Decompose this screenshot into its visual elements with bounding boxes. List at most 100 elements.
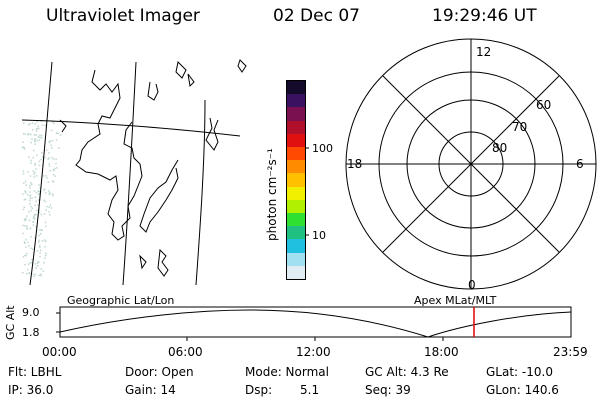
colorbar-tick-100: 100 bbox=[312, 142, 333, 155]
colorbar-segment bbox=[287, 213, 305, 227]
emission-dot bbox=[34, 263, 37, 265]
emission-dot bbox=[33, 214, 36, 216]
emission-dot bbox=[35, 214, 37, 216]
emission-dot bbox=[34, 218, 36, 220]
emission-dot bbox=[29, 122, 31, 125]
colorbar-segment bbox=[287, 199, 305, 214]
emission-dot bbox=[57, 132, 60, 135]
emission-dot bbox=[39, 229, 41, 231]
emission-dot bbox=[35, 225, 37, 228]
emission-dot bbox=[35, 192, 38, 194]
emission-dot bbox=[29, 187, 31, 189]
emission-dot bbox=[37, 190, 39, 192]
map-coastline bbox=[139, 254, 147, 270]
colorbar-segment bbox=[287, 160, 305, 174]
emission-dot bbox=[49, 214, 51, 216]
intensity-colorbar bbox=[286, 80, 306, 280]
emission-dot bbox=[46, 177, 48, 179]
emission-dot bbox=[51, 140, 54, 142]
emission-dot bbox=[45, 254, 47, 257]
emission-dot bbox=[23, 147, 25, 149]
emission-dot bbox=[24, 254, 26, 257]
emission-dot bbox=[33, 275, 35, 278]
emission-dot bbox=[41, 229, 43, 232]
emission-dot bbox=[24, 190, 27, 193]
emission-dot bbox=[33, 134, 36, 136]
emission-dot bbox=[51, 180, 54, 182]
emission-dot bbox=[37, 204, 39, 206]
colorbar-segment bbox=[287, 94, 305, 108]
status-glon: GLon: 140.6 bbox=[486, 383, 559, 397]
emission-dot bbox=[24, 180, 27, 183]
emission-dot bbox=[22, 193, 24, 195]
emission-dot bbox=[34, 164, 36, 166]
emission-dot bbox=[22, 224, 24, 227]
emission-dot bbox=[30, 247, 32, 249]
emission-dot bbox=[22, 172, 25, 175]
emission-dot bbox=[55, 139, 58, 141]
emission-dot bbox=[50, 207, 53, 209]
map-coastline bbox=[205, 117, 219, 151]
observation-date: 02 Dec 07 bbox=[273, 6, 360, 26]
emission-dot bbox=[35, 200, 37, 202]
emission-dot bbox=[51, 156, 53, 159]
emission-dot bbox=[52, 174, 55, 176]
emission-dot bbox=[30, 133, 32, 136]
map-meridian bbox=[29, 61, 53, 286]
emission-dot bbox=[51, 147, 53, 149]
emission-dot bbox=[43, 213, 46, 215]
emission-dot bbox=[23, 148, 26, 150]
emission-dot bbox=[45, 240, 47, 243]
emission-dot bbox=[23, 218, 26, 220]
emission-dot bbox=[30, 205, 32, 208]
emission-dot bbox=[38, 211, 41, 214]
status-gain: Gain: 14 bbox=[125, 383, 176, 397]
emission-dot bbox=[34, 213, 36, 216]
map-coastline bbox=[187, 73, 195, 88]
emission-dot bbox=[43, 261, 45, 264]
map-coastline bbox=[175, 60, 187, 79]
timeline-tick-1: 06:00 bbox=[168, 345, 203, 359]
emission-dot bbox=[44, 188, 46, 191]
emission-dot bbox=[37, 193, 40, 196]
emission-dot bbox=[35, 267, 37, 269]
emission-dot bbox=[44, 124, 46, 127]
emission-dot bbox=[38, 139, 41, 141]
map-parallel bbox=[21, 119, 241, 137]
emission-dot bbox=[34, 140, 36, 143]
emission-dot bbox=[53, 169, 55, 172]
emission-dot bbox=[37, 265, 39, 267]
emission-dot bbox=[31, 183, 33, 186]
emission-dot bbox=[30, 141, 32, 144]
status-ip: IP: 36.0 bbox=[8, 383, 54, 397]
emission-dot bbox=[38, 241, 40, 243]
emission-dot bbox=[48, 141, 50, 143]
emission-dot bbox=[31, 258, 33, 261]
emission-dot bbox=[29, 194, 32, 196]
emission-dot bbox=[38, 261, 40, 263]
emission-dot bbox=[29, 227, 32, 230]
emission-dot bbox=[38, 199, 40, 201]
emission-dot bbox=[40, 137, 43, 139]
timeline-y-top: 9.0 bbox=[22, 306, 40, 319]
colorbar-segment bbox=[287, 252, 305, 266]
colorbar-segment bbox=[287, 107, 305, 121]
emission-dot bbox=[28, 219, 31, 222]
timeline-frame bbox=[59, 306, 572, 338]
status-mode: Mode: Normal bbox=[245, 365, 329, 379]
emission-dot bbox=[23, 182, 25, 184]
emission-dot bbox=[48, 165, 51, 167]
emission-dot bbox=[27, 241, 29, 244]
timeline-tick-4: 23:59 bbox=[553, 345, 588, 359]
emission-dot bbox=[52, 194, 54, 197]
emission-dot bbox=[44, 221, 47, 224]
emission-dot bbox=[54, 175, 56, 177]
colorbar-tick-10: 10 bbox=[312, 229, 326, 242]
emission-dot bbox=[22, 208, 25, 211]
emission-dot bbox=[22, 122, 25, 124]
emission-dot bbox=[49, 170, 52, 172]
altitude-curve bbox=[59, 309, 572, 338]
emission-dot bbox=[34, 204, 36, 206]
emission-dot bbox=[44, 200, 47, 203]
